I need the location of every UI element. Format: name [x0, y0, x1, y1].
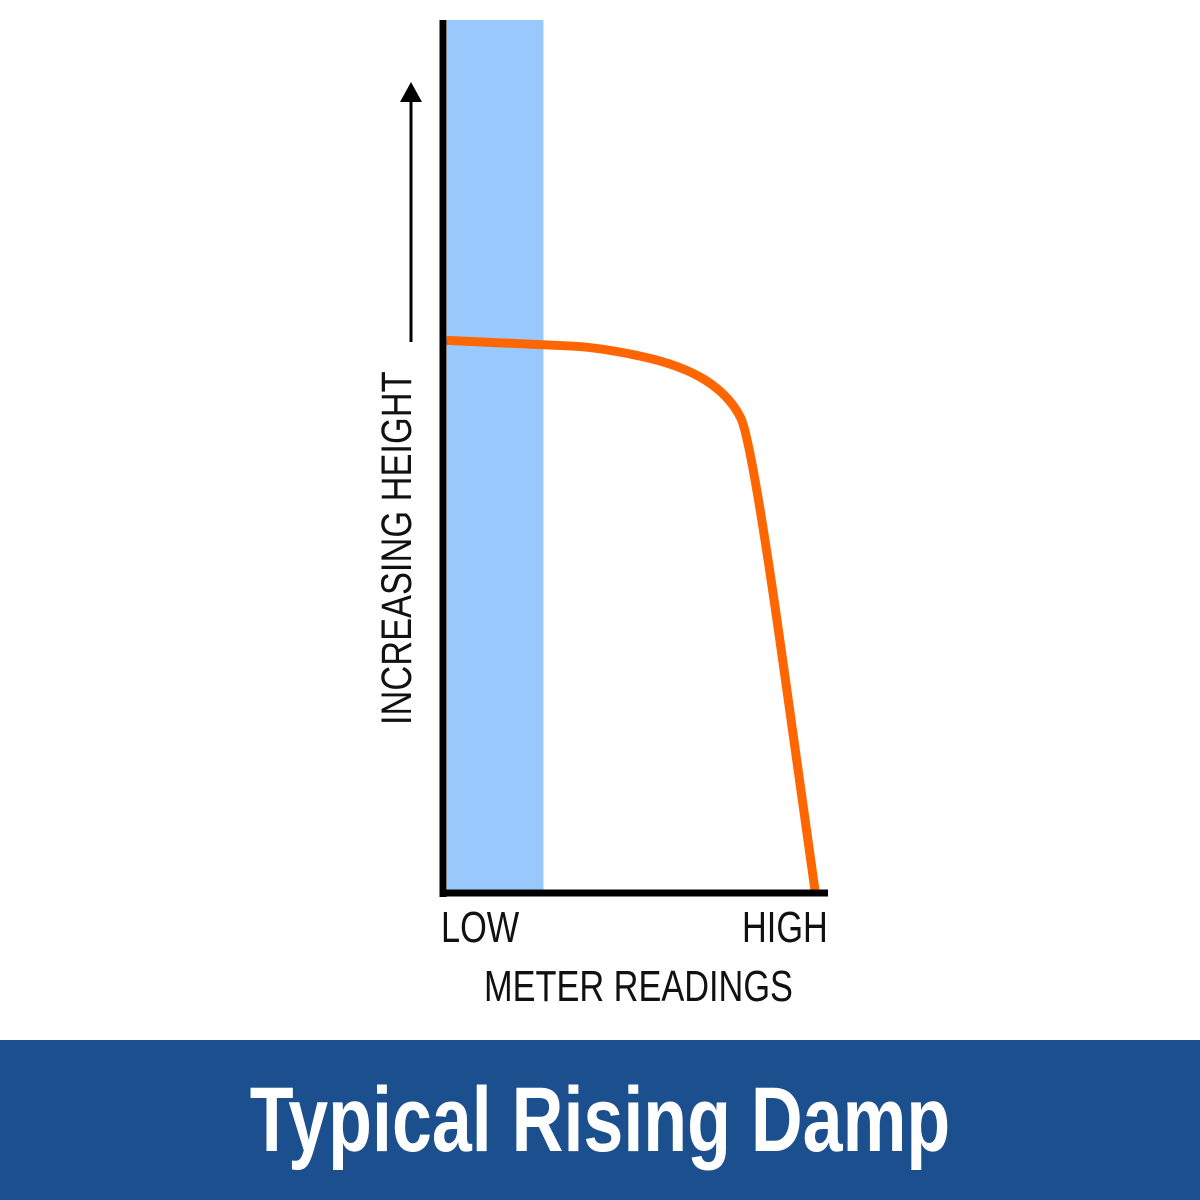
low-reading-band: [447, 20, 544, 893]
x-tick-high: HIGH: [742, 903, 828, 952]
chart: [400, 20, 828, 897]
height-arrow-head: [400, 82, 422, 102]
title-banner: Typical Rising Damp: [0, 1040, 1200, 1200]
y-axis-label: INCREASING HEIGHT: [373, 371, 421, 725]
x-tick-low: LOW: [441, 903, 520, 952]
damp-curve: [446, 335, 820, 892]
x-axis-label: METER READINGS: [484, 962, 793, 1011]
banner-title: Typical Rising Damp: [249, 1069, 951, 1171]
